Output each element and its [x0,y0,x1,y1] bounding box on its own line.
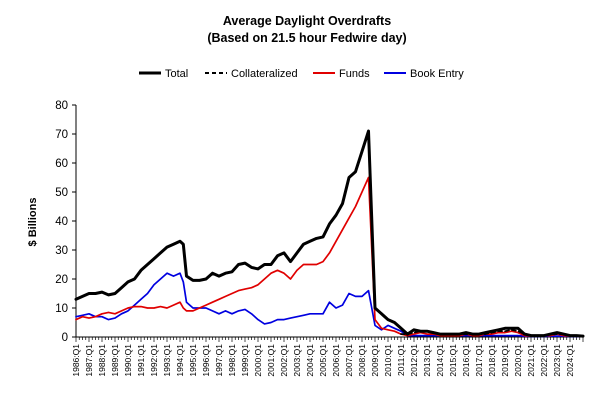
y-tick-label: 20 [55,274,68,286]
x-tick-label: 1986:Q1 [71,344,81,377]
legend-label-collateralized: Collateralized [231,68,298,80]
x-tick-label: 1989:Q1 [110,344,120,377]
y-axis-label: $ Billions [27,198,39,247]
series-layer [74,129,585,338]
x-tick-label: 1996:Q1 [201,344,211,377]
x-tick-label: 1992:Q1 [149,344,159,377]
x-tick-label: 2015:Q1 [448,344,458,377]
x-tick-label: 2006:Q1 [331,344,341,377]
x-tick-label: 1995:Q1 [188,344,198,377]
legend-label-total: Total [165,68,188,80]
x-tick-label: 2002:Q1 [279,344,289,377]
x-tick-label: 1997:Q1 [214,344,224,377]
x-tick-label: 2024:Q1 [565,344,575,377]
x-tick-label: 1987:Q1 [84,344,94,377]
x-tick-label: 1993:Q1 [162,344,172,377]
x-tick-label: 2004:Q1 [305,344,315,377]
series-line-book-entry [75,272,584,338]
x-tick-label: 2016:Q1 [461,344,471,377]
x-tick-label: 2014:Q1 [435,344,445,377]
x-tick-label: 2005:Q1 [318,344,328,377]
x-tick-label: 2022:Q1 [539,344,549,377]
y-tick-label: 30 [55,245,68,257]
x-tick-label: 1991:Q1 [136,344,146,377]
x-tick-label: 1994:Q1 [175,344,185,377]
y-tick-label: 70 [55,129,68,141]
chart-subtitle: (Based on 21.5 hour Fedwire day) [207,31,406,45]
x-tick-label: 2007:Q1 [344,344,354,377]
series-line-total [74,129,585,338]
x-tick-label: 1998:Q1 [227,344,237,377]
x-tick-label: 2023:Q1 [552,344,562,377]
x-tick-label: 2000:Q1 [253,344,263,377]
y-tick-label: 80 [55,100,68,112]
legend-label-funds: Funds [339,68,370,80]
y-tick-label: 40 [55,216,68,228]
x-tick-label: 2001:Q1 [266,344,276,377]
y-tick-label: 60 [55,158,68,170]
x-tick-label: 2020:Q1 [513,344,523,377]
x-tick-label: 2009:Q1 [370,344,380,377]
x-tick-label: 2003:Q1 [292,344,302,377]
x-tick-label: 2021:Q1 [526,344,536,377]
y-tick-label: 0 [62,332,68,344]
x-tick-label: 2017:Q1 [474,344,484,377]
x-tick-label: 2012:Q1 [409,344,419,377]
y-tick-label: 10 [55,303,68,315]
x-tick-label: 2018:Q1 [487,344,497,377]
chart-title: Average Daylight Overdrafts [223,14,391,28]
y-tick-label: 50 [55,187,68,199]
x-tick-label: 1988:Q1 [97,344,107,377]
x-tick-label: 2013:Q1 [422,344,432,377]
series-line-funds [75,176,584,338]
legend: Total Collateralized Funds Book Entry [139,68,464,80]
x-tick-label: 1990:Q1 [123,344,133,377]
x-tick-label: 1999:Q1 [240,344,250,377]
legend-label-book-entry: Book Entry [410,68,464,80]
x-tick-label: 2019:Q1 [500,344,510,377]
series-line-collateralized [400,328,584,337]
x-tick-label: 2008:Q1 [357,344,367,377]
x-tick-label: 2010:Q1 [383,344,393,377]
x-tick-label: 2011:Q1 [396,344,406,376]
